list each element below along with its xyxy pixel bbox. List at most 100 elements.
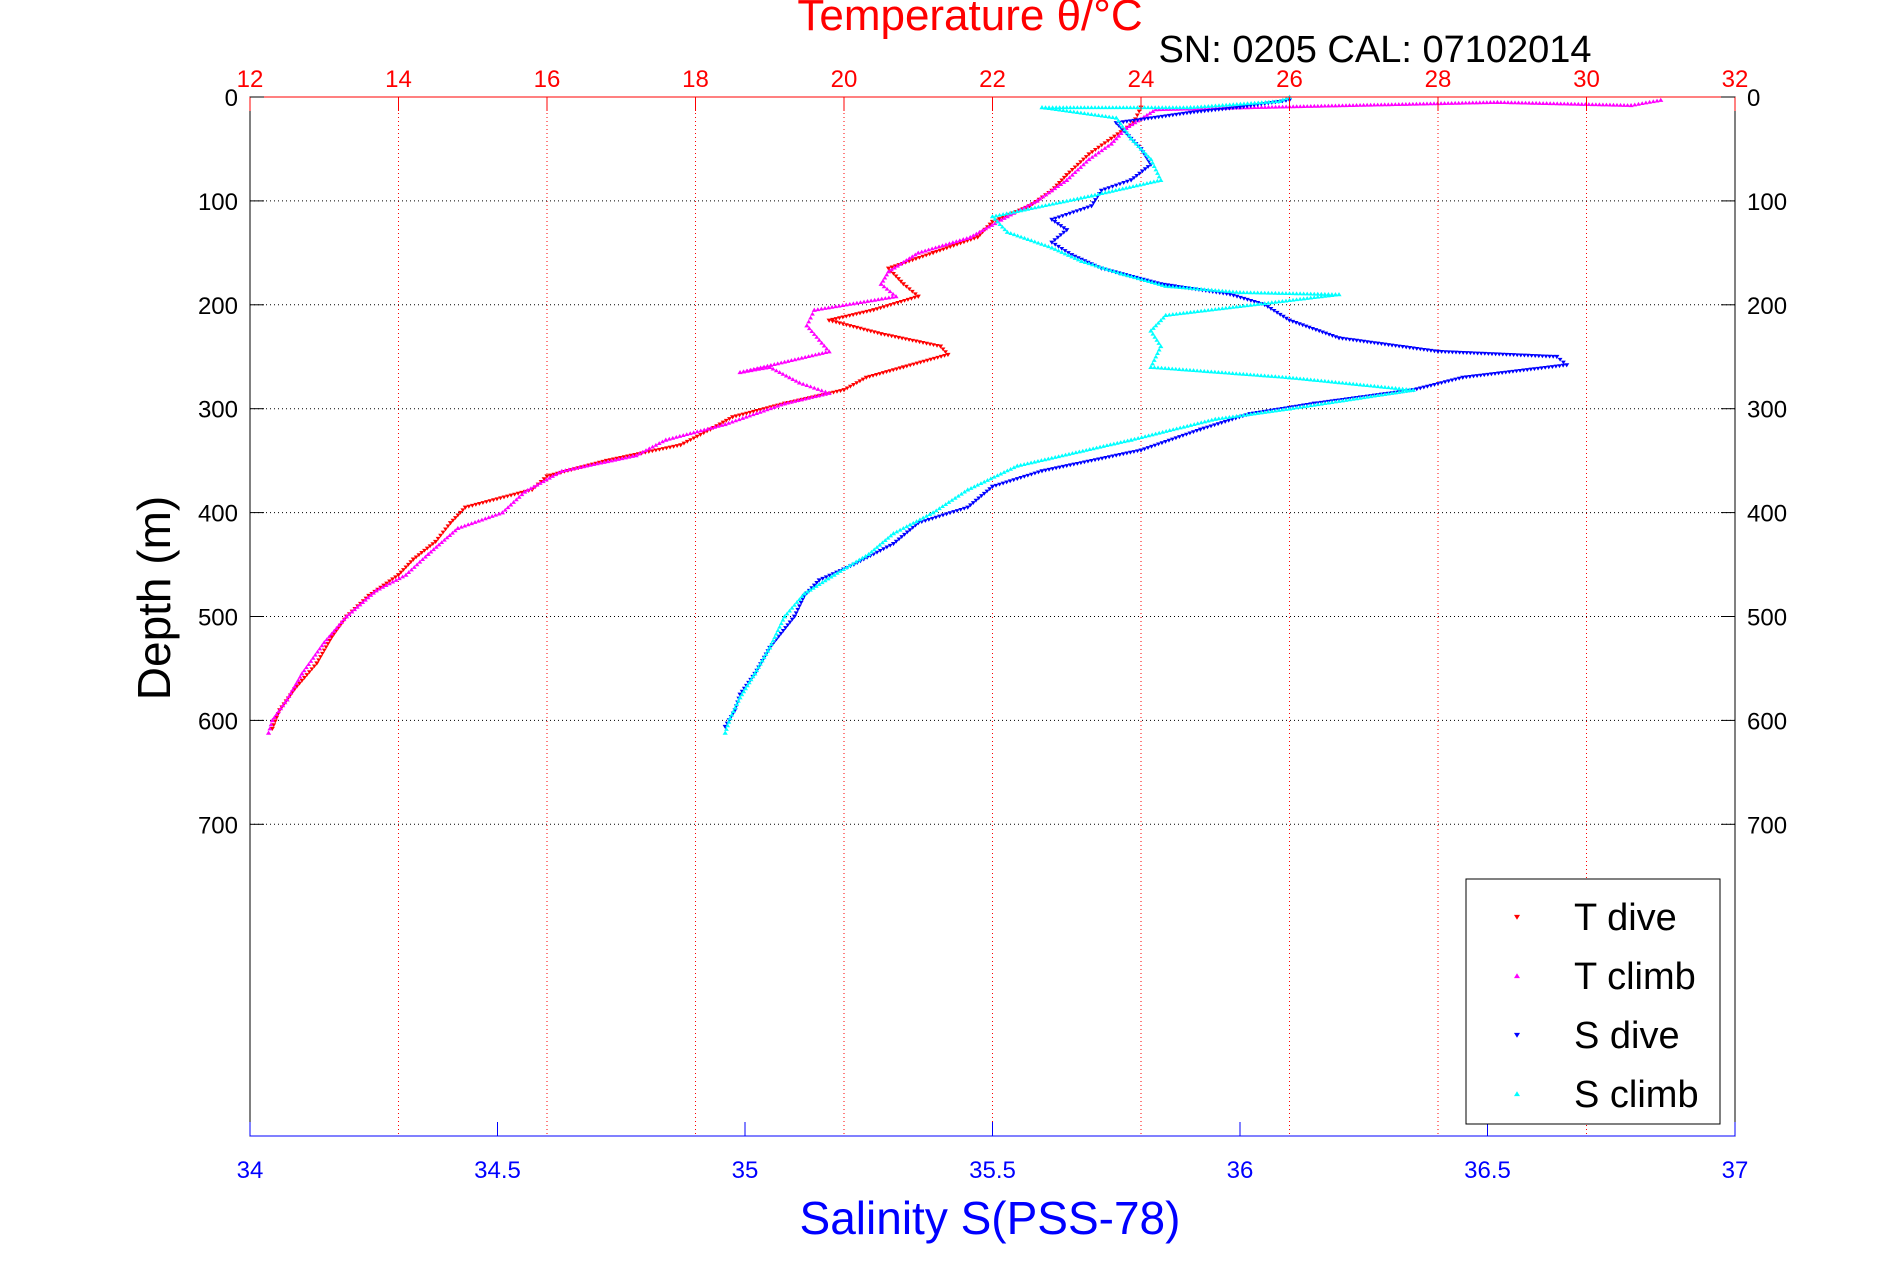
data-point bbox=[1063, 213, 1069, 217]
data-point bbox=[995, 473, 1000, 478]
data-point bbox=[1396, 344, 1402, 349]
data-point bbox=[511, 500, 516, 504]
data-point bbox=[653, 442, 659, 447]
data-point bbox=[1105, 139, 1111, 143]
data-point bbox=[1195, 421, 1201, 426]
data-point bbox=[1099, 456, 1105, 461]
data-point bbox=[919, 249, 925, 254]
data-point bbox=[323, 645, 329, 650]
data-point bbox=[1311, 103, 1317, 108]
data-point bbox=[808, 384, 813, 389]
data-point bbox=[1251, 300, 1257, 304]
data-point bbox=[993, 483, 999, 488]
data-point bbox=[1554, 354, 1560, 360]
data-point bbox=[1560, 363, 1566, 368]
data-point bbox=[813, 394, 818, 398]
data-point bbox=[433, 544, 439, 549]
data-point bbox=[1410, 346, 1416, 351]
data-point bbox=[811, 583, 817, 588]
data-point bbox=[278, 706, 284, 711]
data-point bbox=[1244, 412, 1250, 417]
data-point bbox=[1092, 112, 1098, 117]
data-point bbox=[795, 356, 801, 361]
data-point bbox=[1145, 105, 1151, 110]
data-point bbox=[793, 378, 799, 383]
data-point bbox=[1184, 432, 1189, 437]
data-point bbox=[1004, 214, 1010, 219]
data-point bbox=[666, 436, 672, 441]
legend-label: T climb bbox=[1574, 956, 1696, 998]
data-point bbox=[933, 515, 939, 520]
data-point bbox=[1543, 354, 1549, 359]
data-point bbox=[1386, 385, 1391, 390]
data-point bbox=[1088, 204, 1095, 209]
data-point bbox=[906, 338, 912, 342]
data-point bbox=[1244, 372, 1250, 377]
data-point bbox=[1233, 371, 1239, 376]
data-point bbox=[1240, 371, 1246, 376]
data-point bbox=[559, 468, 565, 473]
temperature-tick-label: 28 bbox=[1425, 66, 1452, 93]
data-point bbox=[1118, 271, 1124, 276]
data-point bbox=[1209, 307, 1215, 312]
data-point bbox=[819, 580, 825, 585]
data-point bbox=[315, 649, 320, 654]
data-point bbox=[1177, 105, 1183, 110]
data-point bbox=[900, 365, 906, 370]
data-point bbox=[352, 607, 358, 612]
data-point bbox=[1152, 105, 1158, 110]
data-point bbox=[653, 448, 659, 453]
data-point bbox=[922, 248, 928, 253]
data-point bbox=[308, 659, 314, 663]
temperature-tick-label: 18 bbox=[682, 66, 709, 93]
data-point bbox=[1060, 105, 1066, 110]
data-point bbox=[1067, 175, 1072, 180]
data-point bbox=[1081, 157, 1086, 162]
data-point bbox=[1237, 413, 1243, 418]
data-point bbox=[1280, 97, 1286, 102]
data-point bbox=[1052, 242, 1058, 247]
data-point bbox=[297, 681, 302, 686]
data-point bbox=[1506, 370, 1512, 375]
data-point bbox=[1075, 162, 1081, 167]
data-point bbox=[899, 535, 905, 540]
data-point bbox=[1407, 388, 1413, 393]
data-point bbox=[1156, 105, 1162, 110]
data-point bbox=[1262, 301, 1268, 305]
data-point bbox=[806, 326, 812, 331]
data-point bbox=[1551, 101, 1557, 106]
data-point bbox=[1147, 111, 1153, 115]
data-point bbox=[965, 487, 971, 492]
data-point bbox=[442, 537, 447, 542]
data-point bbox=[608, 458, 614, 463]
data-point bbox=[1057, 107, 1063, 112]
data-point bbox=[522, 489, 528, 494]
data-point bbox=[915, 250, 921, 255]
data-point bbox=[808, 315, 813, 320]
data-point bbox=[1258, 410, 1264, 415]
data-point bbox=[1166, 438, 1172, 443]
data-point bbox=[824, 346, 830, 351]
data-point bbox=[1477, 100, 1483, 105]
data-point bbox=[863, 375, 869, 380]
data-point bbox=[1658, 97, 1664, 102]
data-point bbox=[1032, 239, 1038, 244]
data-point bbox=[1294, 104, 1300, 109]
data-point bbox=[423, 554, 428, 559]
data-point bbox=[1131, 105, 1137, 110]
data-point bbox=[1371, 102, 1377, 107]
data-point bbox=[775, 628, 781, 633]
data-point bbox=[387, 581, 392, 586]
data-point bbox=[691, 436, 697, 441]
data-point bbox=[1102, 141, 1108, 146]
data-point bbox=[1318, 378, 1324, 383]
data-point bbox=[450, 518, 456, 523]
data-point bbox=[479, 517, 485, 522]
data-point bbox=[910, 520, 916, 525]
data-point bbox=[1209, 108, 1215, 113]
data-point bbox=[1053, 216, 1058, 221]
data-point bbox=[570, 466, 575, 471]
data-point bbox=[458, 524, 464, 529]
data-point bbox=[1393, 390, 1398, 395]
data-point bbox=[816, 578, 822, 583]
